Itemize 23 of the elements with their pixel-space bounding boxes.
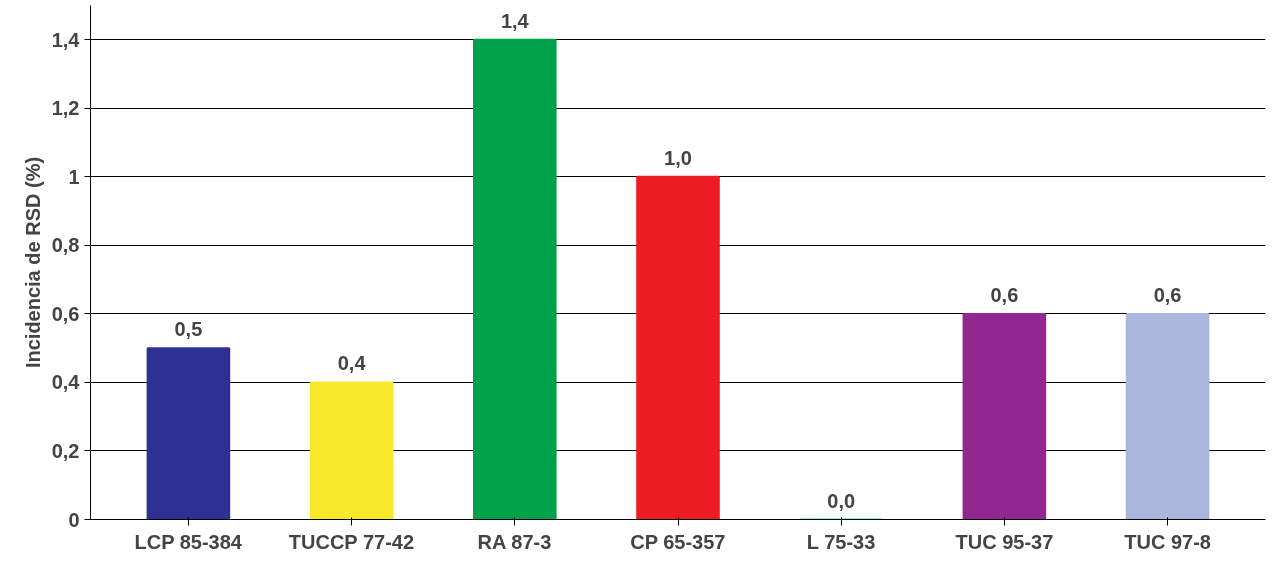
y-tick-label: 0 <box>68 508 80 531</box>
x-tick-label: TUCCP 77-42 <box>288 530 415 553</box>
y-tick-label: 0,2 <box>51 439 80 462</box>
y-tick-label: 0,4 <box>51 371 81 394</box>
y-tick-label: 1 <box>68 165 80 188</box>
data-label: 0,4 <box>337 352 367 375</box>
y-tick-label: 1,4 <box>51 28 81 51</box>
data-label: 0,6 <box>990 283 1019 306</box>
data-label: 0,6 <box>1153 283 1182 306</box>
x-tick-label: RA 87-3 <box>477 530 552 553</box>
data-label: 1,4 <box>500 9 530 32</box>
x-tick-label: TUC 97-8 <box>1124 530 1211 553</box>
x-tick-label: CP 65-357 <box>630 530 726 553</box>
x-tick-label: TUC 95-37 <box>955 530 1054 553</box>
y-tick-label: 0,6 <box>51 302 80 325</box>
y-axis-title: Incidencia de RSD (%) <box>21 156 44 369</box>
data-label: 1,0 <box>664 146 692 169</box>
data-label: 0,5 <box>174 318 203 341</box>
x-tick-label: L 75-33 <box>806 530 876 553</box>
x-tick-label: LCP 85-384 <box>134 530 243 553</box>
y-tick-label: 0,8 <box>51 234 80 257</box>
y-tick-label: 1,2 <box>51 97 80 120</box>
data-label: 0,0 <box>827 489 856 512</box>
